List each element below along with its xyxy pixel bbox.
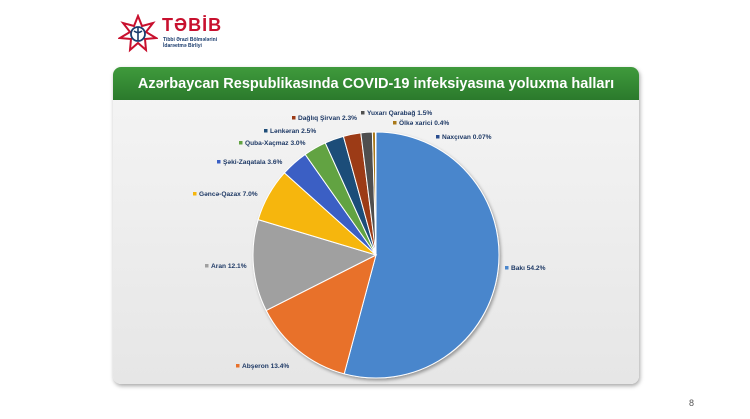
slice-label-9: Ölkə xarici 0.4% [399, 118, 449, 127]
page-number: 8 [689, 398, 695, 408]
pie-chart: Bakı 54.2% Abşeron 13.4% Aran 12.1% Gəncə-Q… [193, 110, 546, 379]
logo-name: TƏBİB [162, 15, 223, 35]
slice-label-marker-8 [361, 111, 365, 115]
slice-label-3: Gəncə-Qazax 7.0% [199, 191, 258, 198]
slice-label-8: Yuxarı Qarabağ 1.5% [367, 110, 432, 117]
slice-label-10: Naxçıvan 0.07% [442, 134, 492, 141]
pie-slice-10 [374, 131, 377, 256]
slice-label-marker-10 [436, 135, 440, 139]
slice-label-0: Bakı 54.2% [511, 265, 546, 272]
chart-panel: Azərbaycan Respublikasında COVID-19 infe… [113, 67, 639, 384]
slice-label-marker-7 [292, 116, 296, 120]
slice-label-marker-0 [505, 266, 509, 270]
slice-label-marker-4 [217, 160, 221, 164]
logo-subtitle: Tibbi Ərazi Bölmələrini İdarəetmə Birliy… [163, 37, 233, 49]
slice-label-2: Aran 12.1% [211, 263, 247, 270]
slice-label-1: Abşeron 13.4% [242, 363, 289, 370]
slice-label-marker-6 [264, 129, 268, 133]
slice-label-4: Şəki-Zaqatala 3.6% [223, 159, 283, 166]
pie-slice-0 [343, 131, 500, 379]
slice-label-5: Quba-Xaçmaz 3.0% [245, 140, 306, 147]
pie-slice-2 [252, 218, 378, 312]
tebib-logo: TƏBİB Tibbi Ərazi Bölmələrini İdarəetmə … [118, 12, 238, 58]
slice-label-6: Lənkəran 2.5% [270, 128, 316, 135]
chart-title: Azərbaycan Respublikasında COVID-19 infe… [113, 67, 639, 100]
pie-slice-1 [265, 254, 377, 375]
tebib-star-emblem-icon [118, 14, 158, 53]
logo-subtitle-line-1: Tibbi Ərazi Bölmələrini [163, 37, 218, 43]
slice-label-marker-2 [205, 264, 209, 268]
slice-label-marker-9 [393, 121, 397, 125]
slice-label-marker-5 [239, 141, 243, 145]
slice-label-marker-3 [193, 192, 197, 196]
slice-label-7: Dağlıq Şirvan 2.3% [298, 115, 357, 122]
slice-label-marker-1 [236, 364, 240, 368]
logo-subtitle-line-2: İdarəetmə Birliyi [163, 43, 202, 49]
